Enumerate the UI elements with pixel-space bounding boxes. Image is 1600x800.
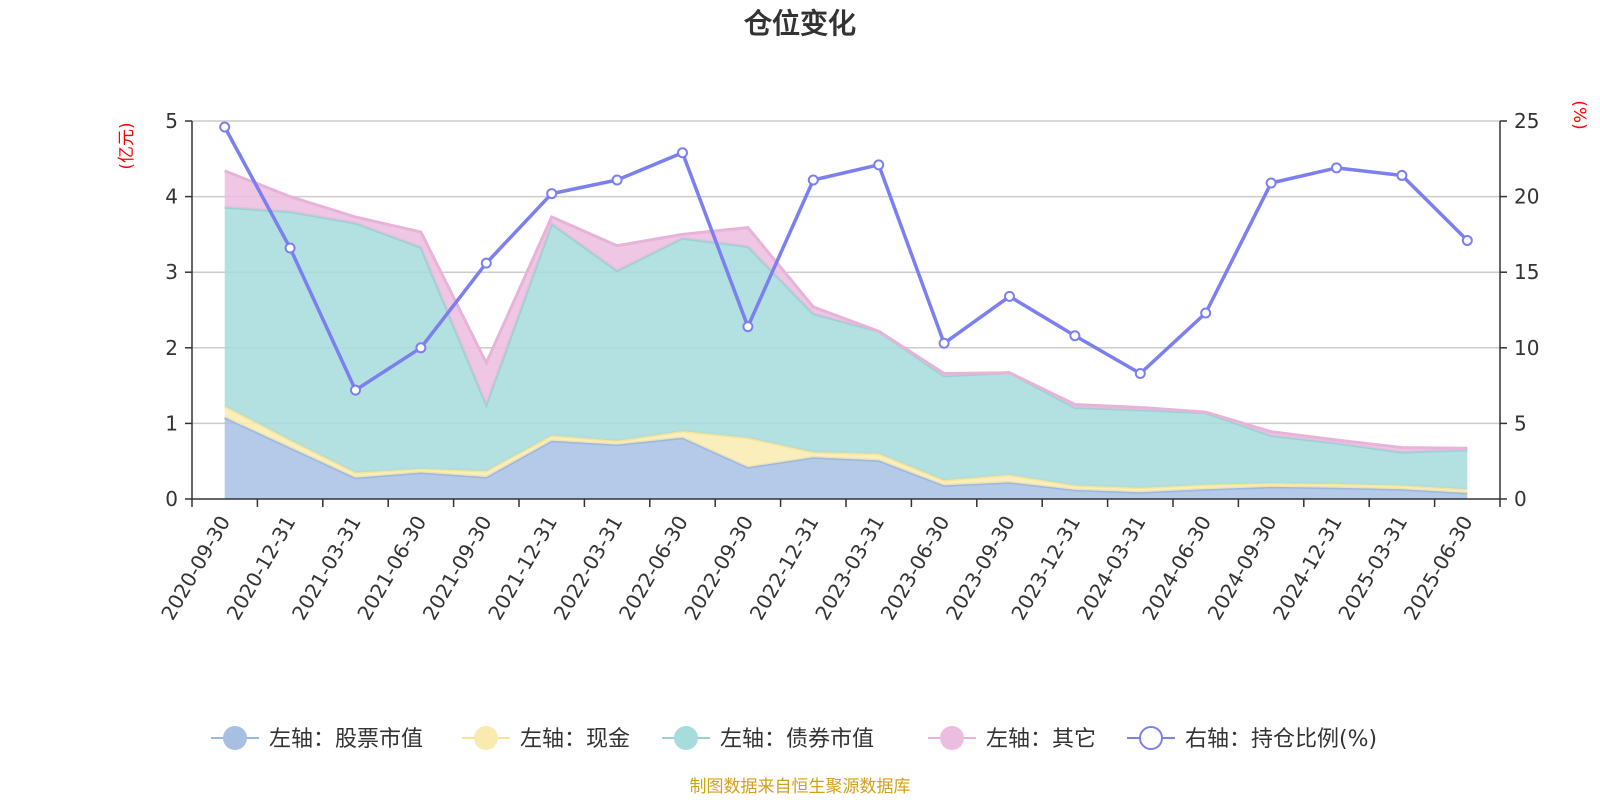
x-axis-tick-label: 2024-06-30 [1137, 512, 1216, 625]
x-axis-tick-label: 2022-12-31 [745, 512, 824, 625]
right-axis-tick-label: 15 [1514, 260, 1539, 284]
ratio-point [1461, 234, 1473, 246]
legend-marker-icon [674, 726, 698, 750]
ratio-point [480, 257, 492, 269]
area-series-2 [224, 207, 1468, 490]
ratio-point [677, 147, 688, 159]
x-axis-tick-label: 2024-12-31 [1268, 512, 1347, 625]
legend-item-1[interactable]: 左轴：现金 [462, 726, 630, 752]
left-axis-unit: (亿元) [117, 122, 137, 169]
legend-item-3[interactable]: 左轴：其它 [928, 726, 1096, 752]
area-series-3-edge [224, 169, 1468, 450]
right-axis-unit: (%) [1569, 100, 1589, 129]
x-axis-tick-label: 2021-03-31 [287, 512, 366, 625]
x-axis-tick-label: 2021-09-30 [418, 512, 497, 625]
chart-title: 仓位变化 [744, 7, 856, 40]
ratio-point [546, 188, 558, 200]
ratio-point [1134, 368, 1146, 380]
legend-marker-icon [474, 726, 498, 750]
x-axis-tick-label: 2021-06-30 [352, 512, 431, 625]
right-axis-tick-label: 0 [1514, 487, 1527, 511]
ratio-point [1331, 162, 1342, 174]
data-source-note: 制图数据来自恒生聚源数据库 [690, 777, 911, 797]
x-axis-tick-label: 2023-03-31 [810, 512, 889, 625]
ratio-point [415, 342, 427, 354]
stacked-areas [224, 169, 1468, 499]
ratio-point [742, 321, 754, 333]
right-axis-tick-label: 25 [1514, 109, 1539, 133]
legend-label: 左轴：债券市值 [720, 727, 874, 752]
x-axis-tick-label: 2022-03-31 [549, 512, 628, 625]
x-axis-tick-label: 2023-12-31 [1006, 512, 1085, 625]
legend-item-2[interactable]: 左轴：债券市值 [662, 726, 874, 752]
x-axis-tick-label: 2024-03-31 [1072, 512, 1151, 625]
ratio-point [807, 174, 819, 186]
legend-marker-icon [223, 726, 247, 750]
left-axis-tick-label: 2 [165, 336, 178, 360]
area-series-0 [224, 417, 1468, 499]
ratio-point [611, 174, 623, 186]
ratio-point [1069, 330, 1081, 342]
ratio-line-layer [219, 121, 1473, 396]
legend-label: 左轴：其它 [986, 727, 1096, 752]
right-axis-tick-label: 20 [1514, 185, 1539, 209]
ratio-point [284, 242, 296, 254]
x-axis-tick-label: 2021-12-31 [483, 512, 562, 625]
ratio-line [223, 126, 1469, 392]
legend[interactable]: 左轴：股票市值 左轴：现金 左轴：债券市值 左轴：其它 右轴：持仓比例(%) [211, 726, 1377, 752]
x-axis-tick-label: 2024-09-30 [1203, 512, 1282, 625]
ratio-point [873, 159, 885, 171]
x-axis-tick-label: 2023-09-30 [941, 512, 1020, 625]
left-axis-tick-label: 5 [165, 109, 178, 133]
x-axis-tick-label: 2020-09-30 [156, 512, 235, 625]
ratio-point [1265, 177, 1277, 189]
ratio-point [1004, 290, 1015, 302]
left-axis-tick-label: 4 [165, 185, 178, 209]
ratio-point [350, 384, 361, 396]
right-axis-tick-label: 5 [1514, 411, 1527, 435]
x-axis-tick-label: 2025-03-31 [1333, 512, 1412, 625]
x-axis-tick-label: 2022-09-30 [679, 512, 758, 625]
legend-marker-icon [1139, 726, 1163, 750]
legend-label: 右轴：持仓比例(%) [1185, 727, 1377, 752]
left-axis-tick-label: 1 [165, 411, 178, 435]
legend-marker-icon [940, 726, 964, 750]
x-axis-tick-label: 2020-12-31 [222, 512, 301, 625]
ratio-point [219, 121, 231, 133]
left-axis-tick-label: 0 [165, 487, 178, 511]
legend-item-4[interactable]: 右轴：持仓比例(%) [1127, 726, 1377, 752]
x-axis-tick-label: 2025-06-30 [1399, 512, 1478, 625]
ratio-point [1200, 307, 1212, 319]
ratio-point [1396, 169, 1408, 181]
right-axis-tick-label: 10 [1514, 336, 1539, 360]
legend-label: 左轴：现金 [520, 727, 630, 752]
left-axis-tick-label: 3 [165, 260, 178, 284]
x-axis-tick-label: 2023-06-30 [876, 512, 955, 625]
x-axis-tick-label: 2022-06-30 [614, 512, 693, 625]
legend-label: 左轴：股票市值 [269, 727, 423, 752]
ratio-point [938, 337, 950, 349]
legend-item-0[interactable]: 左轴：股票市值 [211, 726, 423, 752]
